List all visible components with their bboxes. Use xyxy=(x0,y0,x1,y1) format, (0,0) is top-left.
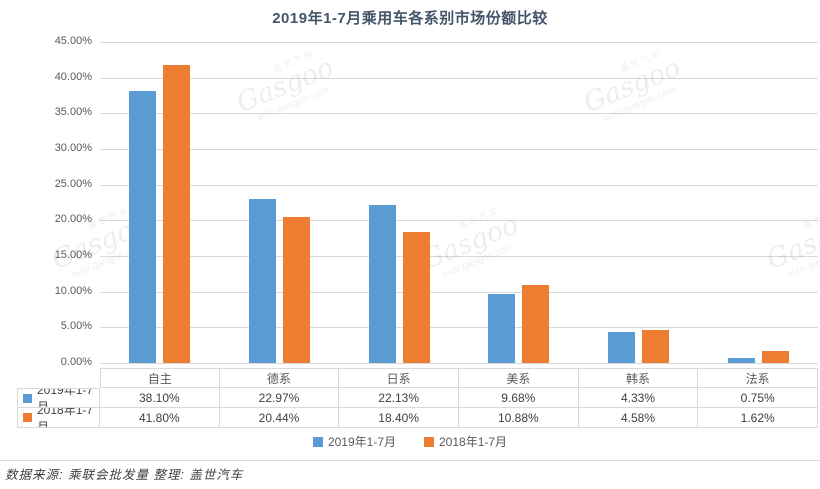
bar-group xyxy=(100,42,220,363)
bar-group xyxy=(698,42,818,363)
category-label: 韩系 xyxy=(578,368,699,388)
y-axis-tick-label: 10.00% xyxy=(54,284,92,297)
bar-series1-cat2 xyxy=(402,231,430,363)
bar-series1-cat1 xyxy=(283,217,310,363)
table-row-label: 2019年1-7月 xyxy=(17,388,100,408)
table-row-label: 2018年1-7月 xyxy=(17,408,100,428)
gridline xyxy=(100,113,818,115)
legend-swatch xyxy=(312,436,323,447)
gridline xyxy=(100,42,818,43)
bar-group xyxy=(459,42,579,363)
series-name-label: 2018年1-7月 xyxy=(37,408,94,428)
gridline xyxy=(100,184,818,186)
table-value-cell: 22.97% xyxy=(219,388,340,408)
bottom-divider xyxy=(0,460,820,461)
plot-area xyxy=(100,42,818,363)
gridline xyxy=(100,220,818,222)
table-value-cell: 10.88% xyxy=(458,408,579,428)
legend-key-swatch xyxy=(23,413,32,422)
table-value-cell: 0.75% xyxy=(698,388,818,408)
bar-series1-cat5 xyxy=(761,351,789,363)
series-name-label: 2019年1-7月 xyxy=(37,388,94,408)
category-label: 法系 xyxy=(698,368,818,388)
table-value-cell: 22.13% xyxy=(339,388,459,408)
bar-series0-cat5 xyxy=(727,357,755,363)
bar-group xyxy=(579,42,699,363)
legend-swatch xyxy=(424,436,434,447)
gridline xyxy=(100,149,818,150)
y-axis-tick-label: 5.00% xyxy=(60,320,92,333)
table-value-cell: 9.68% xyxy=(458,388,579,408)
legend-key-swatch xyxy=(23,393,32,403)
table-value-cell: 38.10% xyxy=(100,388,220,408)
table-value-cell: 41.80% xyxy=(100,408,220,428)
y-axis-tick-label: 20.00% xyxy=(54,213,92,226)
table-value-cell: 20.44% xyxy=(219,408,340,428)
y-axis-tick-label: 30.00% xyxy=(54,142,92,154)
y-axis-tick-label: 25.00% xyxy=(54,177,92,190)
y-axis-tick-label: 45.00% xyxy=(54,35,92,47)
category-label: 自主 xyxy=(100,368,220,388)
legend-label: 2018年1-7月 xyxy=(439,435,508,449)
data-table: 自主 德系 日系 美系 韩系 法系 2019年1-7月 38.10% 22.97% 22.13% 9… xyxy=(17,368,818,428)
y-axis-tick-label: 0.00% xyxy=(60,356,92,368)
category-label: 美系 xyxy=(458,368,579,388)
legend-item: 2018年1-7月 xyxy=(424,433,507,450)
bar-group xyxy=(220,42,340,363)
table-value-cell: 4.33% xyxy=(578,388,699,408)
table-corner-cell xyxy=(17,368,100,388)
table-value-cell: 4.58% xyxy=(578,408,699,428)
gridline xyxy=(100,256,818,257)
gridline xyxy=(100,363,818,364)
bar-series0-cat4 xyxy=(608,332,636,363)
legend: 2019年1-7月 2018年1-7月 xyxy=(0,433,820,450)
bar-series1-cat0 xyxy=(163,64,191,363)
footnote: 数据来源: 乘联会批发量 整理: 盖世汽车 xyxy=(5,468,244,482)
bar-series0-cat0 xyxy=(129,91,157,363)
category-label: 德系 xyxy=(219,368,340,388)
bar-group xyxy=(339,42,459,363)
bar-series1-cat3 xyxy=(522,285,550,363)
bar-series0-cat1 xyxy=(249,199,276,363)
bar-series0-cat3 xyxy=(488,293,516,363)
y-axis-tick-label: 15.00% xyxy=(54,249,92,261)
gridline xyxy=(100,291,818,293)
chart-title: 2019年1-7月乘用车各系别市场份额比较 xyxy=(272,10,548,27)
table-value-cell: 1.62% xyxy=(698,408,818,428)
table-value-cell: 18.40% xyxy=(339,408,459,428)
category-label: 日系 xyxy=(339,368,459,388)
y-axis-tick-label: 35.00% xyxy=(54,106,92,119)
legend-item: 2019年1-7月 xyxy=(312,433,396,450)
gridline xyxy=(100,327,818,329)
legend-label: 2019年1-7月 xyxy=(327,435,396,449)
bar-series0-cat2 xyxy=(368,205,396,363)
gridline xyxy=(100,77,818,79)
y-axis-tick-label: 40.00% xyxy=(54,70,92,83)
bar-series1-cat4 xyxy=(642,330,670,363)
